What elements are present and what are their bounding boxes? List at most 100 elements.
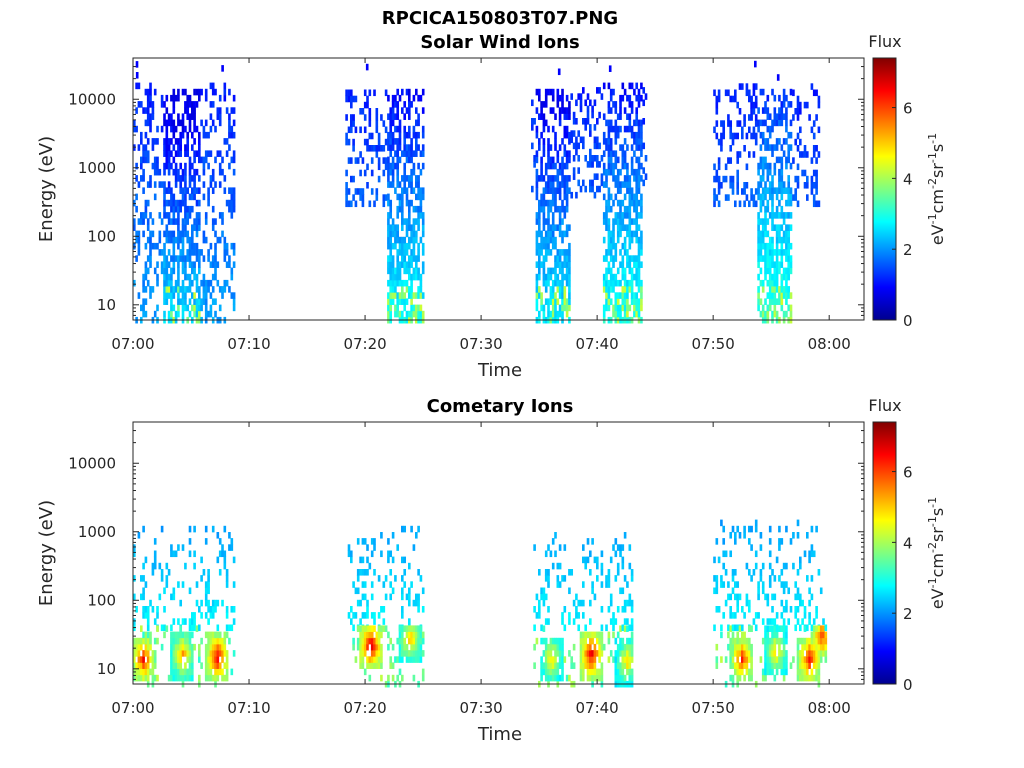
spectrogram-cell: [350, 550, 353, 558]
spectrogram-cell: [359, 631, 362, 639]
spectrogram-cell: [602, 181, 606, 188]
spectrogram-cell: [556, 224, 560, 231]
spectrogram-cell: [815, 114, 818, 121]
spectrogram-cell: [602, 138, 606, 145]
spectrogram-cell: [738, 668, 742, 676]
spectrogram-cell: [743, 114, 746, 121]
spectrogram-cell: [582, 581, 585, 588]
spectrogram-cell: [558, 230, 562, 238]
spectrogram-cell: [387, 310, 390, 318]
spectrogram-cell: [163, 587, 166, 595]
spectrogram-cell: [778, 138, 781, 145]
spectrogram-cell: [591, 111, 594, 119]
spectrogram-cell: [232, 650, 236, 657]
spectrogram-cell: [361, 569, 365, 576]
spectrogram-cell: [188, 587, 192, 595]
x-tick-label: 07:50: [692, 699, 735, 717]
spectrogram-cell: [734, 624, 737, 632]
spectrogram-cell: [179, 230, 183, 238]
spectrogram-cell: [589, 569, 592, 576]
spectrogram-cell: [771, 224, 774, 231]
spectrogram-cell: [773, 618, 777, 625]
spectrogram-cell: [623, 304, 627, 312]
spectrogram-cell: [218, 538, 222, 545]
spectrogram-cell: [135, 193, 138, 201]
x-tick-label: 07:20: [343, 699, 386, 717]
spectrogram-cell: [163, 168, 166, 176]
spectrogram-cell: [593, 142, 597, 150]
spectrogram-cell: [775, 261, 779, 268]
spectrogram-cell: [370, 637, 374, 645]
spectrogram-cell: [391, 662, 395, 669]
spectrogram-cell: [593, 662, 597, 669]
spectrogram-cell: [547, 150, 550, 157]
spectrogram-cell: [207, 193, 210, 201]
spectrogram-cell: [554, 292, 557, 299]
spectrogram-cell: [396, 88, 400, 96]
spectrogram-cell: [736, 599, 740, 607]
spectrogram-cell: [352, 114, 355, 121]
spectrogram-cell: [626, 643, 629, 651]
spectrogram-cell: [612, 224, 615, 231]
spectrogram-cell: [745, 593, 749, 601]
spectrogram-cell: [232, 249, 236, 256]
spectrogram-cell: [589, 99, 592, 107]
spectrogram-cell: [771, 119, 774, 127]
spectrogram-cell: [547, 125, 550, 133]
spectrogram-cell: [151, 562, 155, 570]
spectrogram-cell: [635, 236, 639, 244]
spectrogram-cell: [771, 279, 774, 287]
spectrogram-cell: [724, 599, 728, 607]
spectrogram-cell: [191, 261, 194, 268]
spectrogram-cell: [211, 205, 215, 213]
spectrogram-cell: [179, 668, 183, 676]
spectrogram-cell: [188, 310, 192, 318]
spectrogram-cell: [785, 310, 788, 318]
spectrogram-cell: [140, 668, 143, 676]
spectrogram-cell: [538, 94, 541, 102]
spectrogram-cell: [398, 242, 402, 250]
spectrogram-cell: [193, 187, 196, 194]
spectrogram-cell: [547, 606, 550, 613]
spectrogram-cell: [179, 249, 183, 256]
spectrogram-cell: [389, 249, 393, 256]
spectrogram-cell: [232, 261, 236, 268]
spectrogram-cell: [188, 156, 192, 164]
spectrogram-cell: [609, 150, 613, 157]
spectrogram-cell: [558, 107, 562, 114]
spectrogram-cell: [768, 538, 772, 545]
spectrogram-cell: [394, 273, 397, 281]
spectrogram-cell: [140, 625, 143, 632]
spectrogram-cell: [556, 261, 560, 268]
spectrogram-cell: [630, 162, 634, 170]
spectrogram-cell: [563, 273, 567, 281]
spectrogram-cell: [195, 125, 199, 133]
spectrogram-cell: [218, 637, 222, 645]
spectrogram-cell: [551, 187, 555, 194]
spectrogram-cell: [568, 255, 571, 262]
spectrogram-cell: [204, 156, 208, 164]
spectrogram-cell: [715, 175, 719, 183]
spectrogram-cell: [593, 136, 597, 144]
spectrogram-cell: [565, 249, 569, 256]
spectrogram-cell: [544, 242, 548, 250]
spectrogram-cell: [776, 74, 780, 81]
plot-frame: [132, 421, 865, 685]
spectrogram-cell: [401, 612, 404, 619]
spectrogram-cell: [531, 185, 534, 193]
spectrogram-cell: [232, 193, 236, 201]
spectrogram-cell: [554, 187, 557, 194]
spectrogram-cell: [204, 236, 208, 244]
spectrogram-cell: [558, 113, 562, 120]
spectrogram-cell: [193, 267, 196, 275]
spectrogram-cell: [198, 255, 201, 262]
spectrogram-cell: [408, 593, 411, 601]
spectrogram-cell: [216, 107, 220, 114]
spectrogram-cell: [729, 550, 733, 558]
spectrogram-cell: [184, 255, 187, 262]
spectrogram-cell: [803, 101, 807, 109]
spectrogram-cell: [396, 212, 400, 219]
spectrogram-cell: [177, 650, 180, 657]
spectrogram-cell: [759, 575, 763, 582]
spectrogram-cell: [761, 119, 765, 127]
